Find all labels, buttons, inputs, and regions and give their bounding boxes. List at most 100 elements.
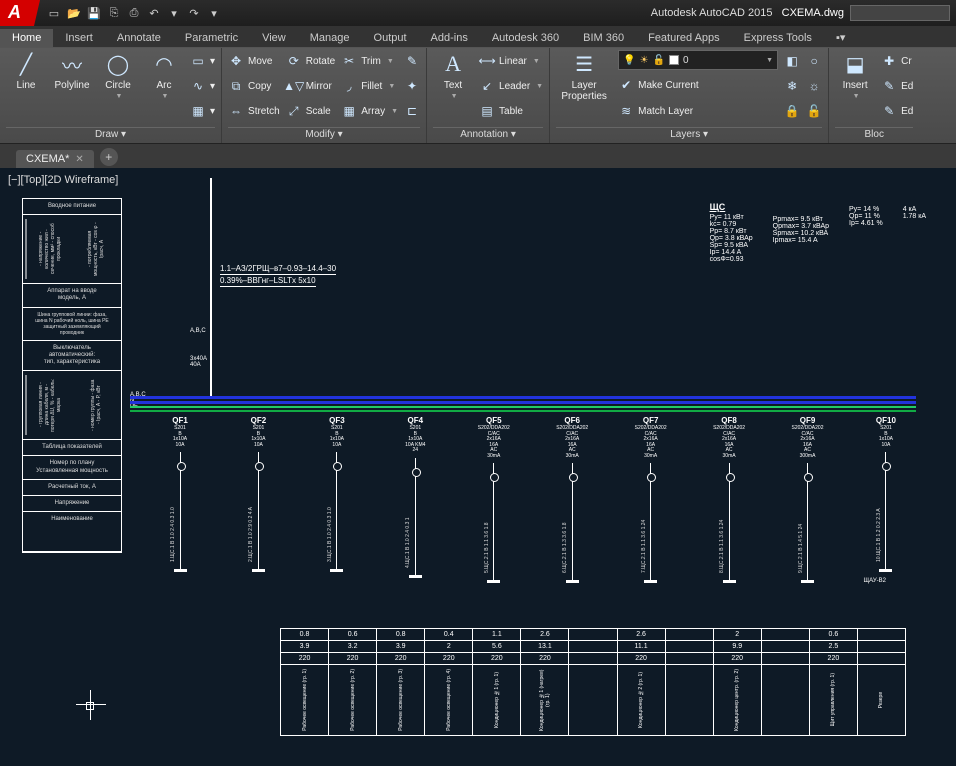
circuit-line <box>572 463 573 583</box>
circuit-line <box>180 452 181 572</box>
polyline-label: Polyline <box>54 80 89 91</box>
layer-tool3-button[interactable]: 🔒 <box>784 100 800 122</box>
circuit: QF3S201 B 1x10A 10A3.ЩС.1 B 1.0 2.4 0.3 … <box>307 416 367 573</box>
tab-a360[interactable]: Autodesk 360 <box>480 29 571 47</box>
stretch-button[interactable]: ⇔Stretch <box>228 100 280 122</box>
layer-tool5-button[interactable]: ☼ <box>806 75 822 97</box>
edit-block-button[interactable]: ✎Ed <box>881 75 913 97</box>
rotate-button[interactable]: ⟳Rotate <box>286 50 335 72</box>
insert-button[interactable]: ⬓Insert▼ <box>835 50 875 100</box>
move-button[interactable]: ✥Move <box>228 50 280 72</box>
layer-tool2-button[interactable]: ❄ <box>784 75 800 97</box>
layer-properties-button[interactable]: ☰Layer Properties <box>556 50 612 102</box>
layer-tool6-button[interactable]: 🔓 <box>806 100 822 122</box>
panel-modify-title[interactable]: Modify ▾ <box>228 127 420 143</box>
scale-button[interactable]: ⤢Scale <box>286 100 335 122</box>
layer-dropdown[interactable]: 💡 ☀ 🔓 0 ▼ <box>618 50 778 70</box>
model-space[interactable]: [−][Top][2D Wireframe] Вводное питание -… <box>0 168 956 766</box>
make-current-button[interactable]: ✔Make Current <box>618 74 778 96</box>
match-layer-button[interactable]: ≋Match Layer <box>618 100 778 122</box>
search-input[interactable] <box>850 5 950 21</box>
table-cell <box>569 641 617 652</box>
breaker-name: QF6 <box>564 416 580 425</box>
breaker-name: QF10 <box>876 416 896 425</box>
layer-thaw-icon: ☼ <box>806 78 822 94</box>
hdr-row: kc= 0.79 <box>710 221 753 228</box>
qat-dd-icon[interactable]: ▾ <box>166 5 182 21</box>
hdr-row: Qp= 11 % <box>849 213 883 220</box>
modify-x2-button[interactable]: ✦ <box>404 75 420 97</box>
modify-x3-button[interactable]: ⊏ <box>404 100 420 122</box>
circle-icon: ◯ <box>104 50 132 78</box>
hdr-row: Ipmax= 15.4 A <box>773 237 829 244</box>
panel-draw-title[interactable]: Draw ▾ <box>6 127 215 143</box>
layer-iso-icon: ◧ <box>784 53 800 69</box>
copy-button[interactable]: ⧉Copy <box>228 75 280 97</box>
viewport-label[interactable]: [−][Top][2D Wireframe] <box>8 174 118 186</box>
fillet-button[interactable]: ◞Fillet▼ <box>341 75 398 97</box>
modify-x1-button[interactable]: ✎ <box>404 50 420 72</box>
move-icon: ✥ <box>228 53 244 69</box>
qat-new-icon[interactable]: ▭ <box>46 5 62 21</box>
tab-addins[interactable]: Add-ins <box>419 29 480 47</box>
draw-extra3-button[interactable]: ▦▾ <box>190 100 215 122</box>
linear-button[interactable]: ⟷Linear▼ <box>479 50 543 72</box>
trim-button[interactable]: ✂Trim▼ <box>341 50 398 72</box>
tab-output[interactable]: Output <box>362 29 419 47</box>
make-current-icon: ✔ <box>618 77 634 93</box>
table-button[interactable]: ▤Table <box>479 100 543 122</box>
draw-extra2-button[interactable]: ∿▾ <box>190 75 215 97</box>
text-icon: A <box>439 50 467 78</box>
qat-undo-icon[interactable]: ↶ <box>146 5 162 21</box>
panel-layers: ☰Layer Properties 💡 ☀ 🔓 0 ▼ ✔Make Curren… <box>550 48 829 143</box>
edit-attr-button[interactable]: ✎Ed <box>881 100 913 122</box>
close-tab-icon[interactable]: ✕ <box>75 154 83 165</box>
hdr-row: Py= 14 % <box>849 206 883 213</box>
app-logo[interactable] <box>0 0 40 26</box>
tab-manage[interactable]: Manage <box>298 29 362 47</box>
create-block-button[interactable]: ✚Cr <box>881 50 913 72</box>
circle-button[interactable]: ◯Circle▼ <box>98 50 138 100</box>
cable-label: 9.ЩС.2.1 B 1.4 5.1 24 <box>798 473 804 573</box>
layer-tool4-button[interactable]: ○ <box>806 50 822 72</box>
mirror-button[interactable]: ▲▽Mirror <box>286 75 335 97</box>
qat-open-icon[interactable]: 📂 <box>66 5 82 21</box>
breaker-spec: S202/DDA202 C/AC 2x16A 16A AC 30mA <box>713 426 745 459</box>
leader-button[interactable]: ↙Leader▼ <box>479 75 543 97</box>
tab-home[interactable]: Home <box>0 29 53 47</box>
draw-extra1-button[interactable]: ▭▾ <box>190 50 215 72</box>
line-button[interactable]: ╱Line <box>6 50 46 91</box>
new-tab-button[interactable]: + <box>100 148 118 166</box>
text-button[interactable]: AText▼ <box>433 50 473 100</box>
array-icon: ▦ <box>341 103 357 119</box>
breaker-name: QF9 <box>800 416 816 425</box>
table-cell: 1.1 <box>473 629 521 640</box>
legend-sub: - напряжение - количество жил - сечение,… <box>26 219 73 279</box>
panel-annotation-title[interactable]: Annotation ▾ <box>433 127 543 143</box>
qat-save-icon[interactable]: 💾 <box>86 5 102 21</box>
feeder-label2: 0.39%–ВВГнг–LSLTx 5x10 <box>220 276 316 287</box>
qat-saveas-icon[interactable]: ⎘ <box>106 5 122 21</box>
tab-view[interactable]: View <box>250 29 298 47</box>
arc-button[interactable]: ◠Arc▼ <box>144 50 184 100</box>
tab-insert[interactable]: Insert <box>53 29 105 47</box>
tab-featured[interactable]: Featured Apps <box>636 29 732 47</box>
document-tab[interactable]: CXEMA* ✕ <box>16 150 94 168</box>
panel-layers-title[interactable]: Layers ▾ <box>556 127 822 143</box>
table-cell <box>762 641 810 652</box>
tab-parametric[interactable]: Parametric <box>173 29 250 47</box>
qat-redo-icon[interactable]: ↷ <box>186 5 202 21</box>
qat-plot-icon[interactable]: ⎙ <box>126 5 142 21</box>
text-label: Text <box>444 80 462 91</box>
polyline-button[interactable]: 〰Polyline <box>52 50 92 91</box>
qat-dd2-icon[interactable]: ▾ <box>206 5 222 21</box>
tab-bim360[interactable]: BIM 360 <box>571 29 636 47</box>
array-button[interactable]: ▦Array▼ <box>341 100 398 122</box>
hdr-row: Py= 11 кВт <box>710 214 753 221</box>
panel-block-title[interactable]: Bloc <box>835 127 913 143</box>
tab-annotate[interactable]: Annotate <box>105 29 173 47</box>
tab-overflow-icon[interactable]: ▪▾ <box>824 28 857 47</box>
layer-tool1-button[interactable]: ◧ <box>784 50 800 72</box>
table-cell: 0.6 <box>329 629 377 640</box>
tab-express[interactable]: Express Tools <box>732 29 824 47</box>
